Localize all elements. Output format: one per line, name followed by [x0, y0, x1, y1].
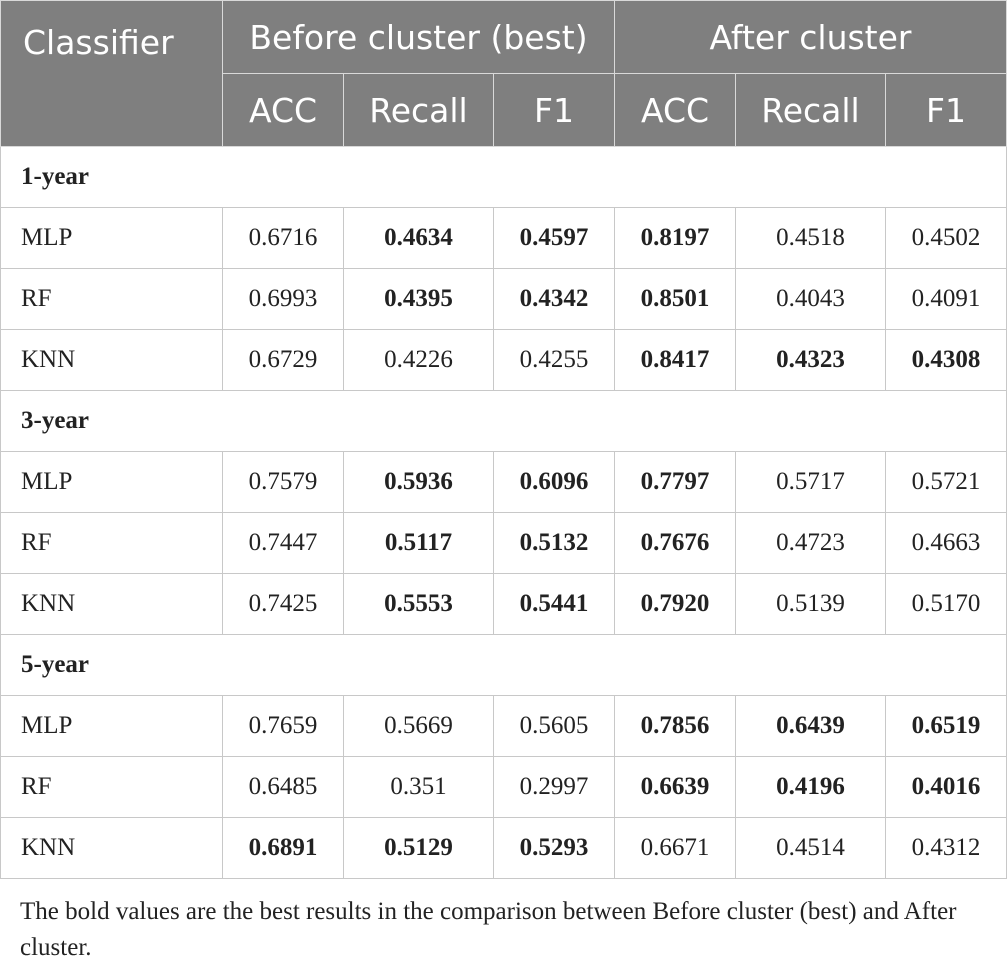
metric-cell: 0.4514: [735, 817, 886, 879]
metric-cell: 0.7659: [222, 695, 344, 757]
table-row: KNN 0.7425 0.5553 0.5441 0.7920 0.5139 0.5170: [0, 573, 1007, 635]
classifier-name: RF: [0, 756, 223, 818]
after-cluster-header: After cluster: [614, 0, 1007, 74]
classifier-name: RF: [0, 268, 223, 330]
metric-cell: 0.8197: [614, 207, 736, 269]
classifier-name: KNN: [0, 817, 223, 879]
metric-cell: 0.5669: [343, 695, 494, 757]
table-footnote: The bold values are the best results in …: [20, 898, 957, 961]
metric-cell: 0.5132: [493, 512, 615, 574]
metric-cell: 0.5721: [885, 451, 1007, 513]
metric-cell: 0.4226: [343, 329, 494, 391]
metric-cell: 0.5293: [493, 817, 615, 879]
metric-cell: 0.4395: [343, 268, 494, 330]
metric-cell: 0.5129: [343, 817, 494, 879]
metric-cell: 0.6671: [614, 817, 736, 879]
metric-cell: 0.8501: [614, 268, 736, 330]
metric-cell: 0.4312: [885, 817, 1007, 879]
table-row: MLP 0.6716 0.4634 0.4597 0.8197 0.4518 0.4502: [0, 207, 1007, 269]
metric-cell: 0.5936: [343, 451, 494, 513]
group-label: 5-year: [0, 634, 1007, 696]
metric-cell: 0.4342: [493, 268, 615, 330]
header-row-groups: Classifier Before cluster (best) After c…: [0, 0, 1007, 147]
table-row: RF 0.6993 0.4395 0.4342 0.8501 0.4043 0.4091: [0, 268, 1007, 330]
metric-cell: 0.6891: [222, 817, 344, 879]
table-row: MLP 0.7659 0.5669 0.5605 0.7856 0.6439 0.6519: [0, 695, 1007, 757]
metric-cell: 0.5441: [493, 573, 615, 635]
classifier-name: RF: [0, 512, 223, 574]
metric-cell: 0.6639: [614, 756, 736, 818]
metric-cell: 0.5605: [493, 695, 615, 757]
metric-cell: 0.7676: [614, 512, 736, 574]
header-row-metrics: ACC Recall F1 ACC Recall F1: [1, 73, 1007, 147]
metric-cell: 0.6729: [222, 329, 344, 391]
metric-cell: 0.4518: [735, 207, 886, 269]
group-label: 3-year: [0, 390, 1007, 452]
metric-cell: 0.4043: [735, 268, 886, 330]
table-row: RF 0.6485 0.351 0.2997 0.6639 0.4196 0.4016: [0, 756, 1007, 818]
before-cluster-header: Before cluster (best): [222, 0, 615, 74]
metric-cell: 0.8417: [614, 329, 736, 391]
metric-cell: 0.7856: [614, 695, 736, 757]
table-row: MLP 0.7579 0.5936 0.6096 0.7797 0.5717 0.5721: [0, 451, 1007, 513]
metric-cell: 0.7797: [614, 451, 736, 513]
group-label: 1-year: [0, 146, 1007, 208]
group-row: 5-year: [0, 634, 1007, 696]
metric-cell: 0.6993: [222, 268, 344, 330]
metric-cell: 0.5139: [735, 573, 886, 635]
metric-cell: 0.4663: [885, 512, 1007, 574]
group-row: 3-year: [0, 390, 1007, 452]
classifier-name: MLP: [0, 207, 223, 269]
metric-cell: 0.6485: [222, 756, 344, 818]
metric-cell: 0.5170: [885, 573, 1007, 635]
metric-cell: 0.4091: [885, 268, 1007, 330]
metric-cell: 0.6096: [493, 451, 615, 513]
metric-cell: 0.4723: [735, 512, 886, 574]
metric-cell: 0.7920: [614, 573, 736, 635]
metric-cell: 0.351: [343, 756, 494, 818]
metric-cell: 0.7447: [222, 512, 344, 574]
metric-cell: 0.6716: [222, 207, 344, 269]
metric-cell: 0.6519: [885, 695, 1007, 757]
table-row: RF 0.7447 0.5117 0.5132 0.7676 0.4723 0.4663: [0, 512, 1007, 574]
metric-cell: 0.4634: [343, 207, 494, 269]
metric-header-before-acc: ACC: [222, 73, 344, 147]
table-row: KNN 0.6891 0.5129 0.5293 0.6671 0.4514 0.4312: [0, 817, 1007, 879]
metric-header-after-recall: Recall: [735, 73, 886, 147]
results-table: Classifier Before cluster (best) After c…: [0, 0, 1007, 879]
classifier-name: KNN: [0, 573, 223, 635]
classifier-name: MLP: [0, 451, 223, 513]
metric-header-before-recall: Recall: [343, 73, 494, 147]
metric-cell: 0.6439: [735, 695, 886, 757]
metric-cell: 0.4323: [735, 329, 886, 391]
metric-header-after-acc: ACC: [614, 73, 736, 147]
classifier-name: KNN: [0, 329, 223, 391]
metric-cell: 0.2997: [493, 756, 615, 818]
classifier-header: Classifier: [0, 0, 223, 147]
metric-cell: 0.7425: [222, 573, 344, 635]
classifier-name: MLP: [0, 695, 223, 757]
metric-cell: 0.4196: [735, 756, 886, 818]
metric-cell: 0.5717: [735, 451, 886, 513]
metric-cell: 0.4255: [493, 329, 615, 391]
metric-header-after-f1: F1: [885, 73, 1007, 147]
table-body: 1-year MLP 0.6716 0.4634 0.4597 0.8197 0.4518 0…: [0, 146, 1007, 879]
metric-cell: 0.7579: [222, 451, 344, 513]
metric-cell: 0.4016: [885, 756, 1007, 818]
metric-cell: 0.4502: [885, 207, 1007, 269]
group-row: 1-year: [0, 146, 1007, 208]
metric-cell: 0.5117: [343, 512, 494, 574]
table-header: Classifier Before cluster (best) After c…: [0, 0, 1007, 147]
metric-header-before-f1: F1: [493, 73, 615, 147]
metric-cell: 0.4597: [493, 207, 615, 269]
table-row: KNN 0.6729 0.4226 0.4255 0.8417 0.4323 0.4308: [0, 329, 1007, 391]
metric-cell: 0.5553: [343, 573, 494, 635]
metric-cell: 0.4308: [885, 329, 1007, 391]
